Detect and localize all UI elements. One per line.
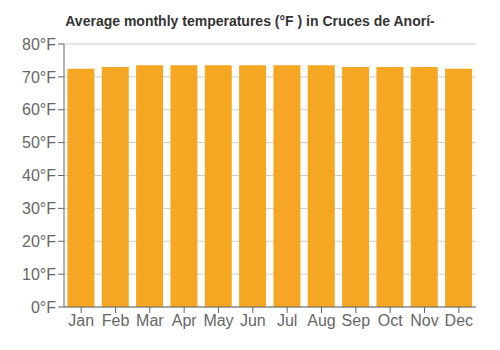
svg-text:Jan: Jan [68,312,94,329]
svg-text:Aug: Aug [307,312,335,329]
svg-text:Apr: Apr [172,312,198,329]
svg-text:Mar: Mar [136,312,164,329]
svg-text:Jul: Jul [277,312,297,329]
svg-text:80°F: 80°F [22,36,56,53]
svg-text:Nov: Nov [410,312,438,329]
svg-text:Oct: Oct [378,312,403,329]
svg-text:0°F: 0°F [31,299,56,316]
svg-text:20°F: 20°F [22,233,56,250]
svg-text:Sep: Sep [342,312,371,329]
svg-text:40°F: 40°F [22,167,56,184]
svg-text:30°F: 30°F [22,200,56,217]
svg-text:50°F: 50°F [22,134,56,151]
svg-text:Jun: Jun [240,312,266,329]
svg-text:70°F: 70°F [22,69,56,86]
html-text:Average monthly temperatures (: Average monthly temperatures (°F ) in Cr… [65,13,435,29]
svg-text:Feb: Feb [102,312,130,329]
svg-text:60°F: 60°F [22,101,56,118]
svg-text:10°F: 10°F [22,266,56,283]
svg-text:Dec: Dec [445,312,473,329]
svg-text:May: May [203,312,233,329]
